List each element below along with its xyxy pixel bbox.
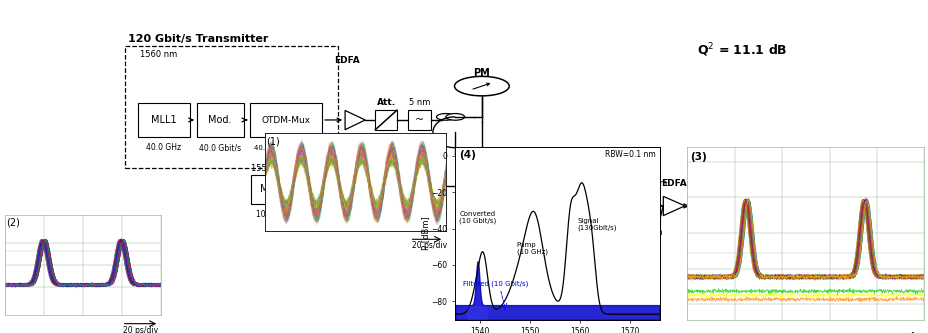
Polygon shape <box>605 182 628 281</box>
Y-axis label: P [dBm]: P [dBm] <box>420 216 430 250</box>
FancyBboxPatch shape <box>751 192 794 222</box>
Text: RBW=0.1 nm: RBW=0.1 nm <box>604 150 655 159</box>
Text: EDFA: EDFA <box>720 179 746 188</box>
Text: 20 ps/div: 20 ps/div <box>122 326 158 333</box>
Text: Signal
(130Gbit/s): Signal (130Gbit/s) <box>577 218 617 231</box>
FancyBboxPatch shape <box>137 103 189 138</box>
Text: ~: ~ <box>641 212 651 222</box>
Text: EDFA: EDFA <box>661 179 686 188</box>
Text: MLL1: MLL1 <box>150 115 176 125</box>
Text: PMF: PMF <box>548 286 573 296</box>
Text: 50%: 50% <box>503 184 520 193</box>
Text: Filtered (10 Gbit/s): Filtered (10 Gbit/s) <box>463 280 528 287</box>
Polygon shape <box>722 196 744 215</box>
Text: 120 Gbit/s Transmitter: 120 Gbit/s Transmitter <box>127 34 268 44</box>
FancyBboxPatch shape <box>362 180 383 198</box>
Text: 5 nm: 5 nm <box>408 98 430 107</box>
Text: 2.0 nm: 2.0 nm <box>691 228 718 237</box>
Circle shape <box>436 114 455 120</box>
Polygon shape <box>304 181 321 198</box>
Text: Pump
(10 GHz): Pump (10 GHz) <box>516 242 547 255</box>
Circle shape <box>396 183 415 189</box>
FancyBboxPatch shape <box>632 205 660 228</box>
Text: 1560 nm: 1560 nm <box>140 50 177 59</box>
Text: 50%: 50% <box>503 150 520 159</box>
Text: 0.98 nm: 0.98 nm <box>630 228 662 237</box>
Circle shape <box>463 148 499 161</box>
Text: EDFA: EDFA <box>333 56 359 65</box>
Circle shape <box>445 114 464 120</box>
Circle shape <box>463 182 499 195</box>
Text: Mod.: Mod. <box>208 115 232 125</box>
Polygon shape <box>605 254 628 281</box>
Text: EDFA: EDFA <box>299 164 325 173</box>
Text: OTDM-Mux: OTDM-Mux <box>261 116 310 125</box>
Polygon shape <box>517 196 605 281</box>
Text: 40.0 Gbit/s: 40.0 Gbit/s <box>199 143 241 152</box>
Text: (2): (2) <box>6 218 20 228</box>
FancyBboxPatch shape <box>250 103 322 138</box>
FancyBboxPatch shape <box>125 46 338 168</box>
Text: (3): (3) <box>690 152 706 162</box>
Polygon shape <box>519 214 603 267</box>
FancyBboxPatch shape <box>407 110 431 130</box>
Text: P$_2$: P$_2$ <box>585 163 598 176</box>
FancyBboxPatch shape <box>505 232 511 237</box>
Text: 1550 nm: 1550 nm <box>251 164 289 173</box>
FancyBboxPatch shape <box>197 103 243 138</box>
Polygon shape <box>517 206 605 271</box>
Text: 20 ps/div: 20 ps/div <box>412 241 446 250</box>
Text: 40.0 -> 120 Gbit/s: 40.0 -> 120 Gbit/s <box>253 145 318 151</box>
Polygon shape <box>344 111 365 130</box>
Text: Pol.: Pol. <box>487 240 503 250</box>
Text: ~: ~ <box>368 184 378 194</box>
FancyBboxPatch shape <box>332 180 352 198</box>
Circle shape <box>481 230 509 240</box>
Circle shape <box>454 76 509 96</box>
Text: ~: ~ <box>415 115 424 125</box>
Polygon shape <box>517 268 605 281</box>
Text: P$_1$: P$_1$ <box>549 163 563 176</box>
Text: 1540 nm: 1540 nm <box>632 179 666 188</box>
Text: Q$^2$ = 11.1 dB: Q$^2$ = 11.1 dB <box>696 41 787 59</box>
Text: ~: ~ <box>701 212 710 222</box>
FancyBboxPatch shape <box>375 110 396 130</box>
Circle shape <box>387 183 406 189</box>
FancyBboxPatch shape <box>691 205 718 228</box>
FancyBboxPatch shape <box>609 232 616 237</box>
Polygon shape <box>663 196 684 215</box>
Text: Att.: Att. <box>376 98 395 107</box>
Text: 5 nm: 5 nm <box>362 171 383 180</box>
Text: 10.0 GHz: 10.0 GHz <box>255 210 290 219</box>
Polygon shape <box>517 182 628 196</box>
Text: Att.: Att. <box>338 171 357 180</box>
Text: (4): (4) <box>458 150 476 160</box>
Text: (1): (1) <box>266 136 280 146</box>
Text: DCA: DCA <box>760 202 786 212</box>
Text: MLL2: MLL2 <box>260 184 286 194</box>
Text: Converted
(10 Gbit/s): Converted (10 Gbit/s) <box>458 211 496 224</box>
Text: 40.0 GHz: 40.0 GHz <box>146 143 181 152</box>
Text: PM: PM <box>473 68 490 78</box>
FancyBboxPatch shape <box>251 174 294 204</box>
